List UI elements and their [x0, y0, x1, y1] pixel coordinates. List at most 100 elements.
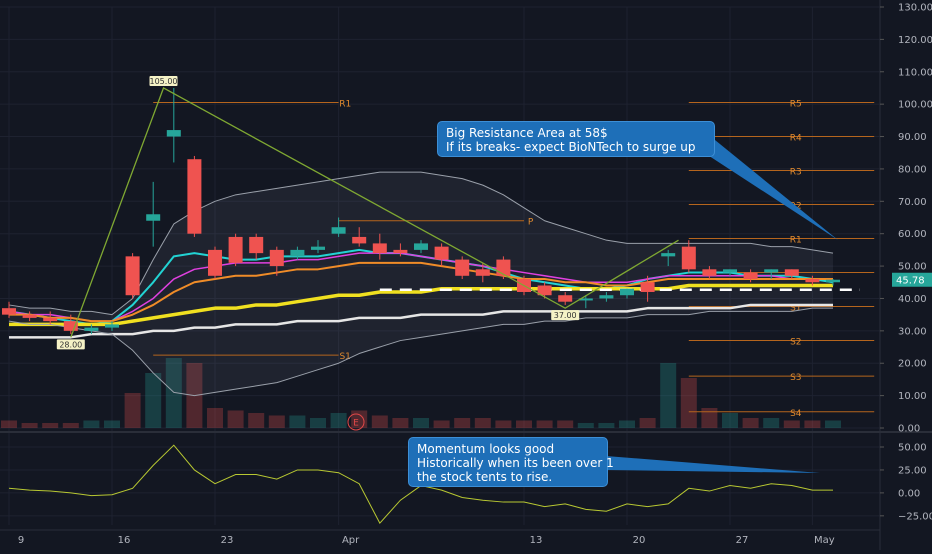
time-axis-label: 13 — [530, 535, 543, 546]
candle-body — [372, 243, 387, 254]
volume-bar — [145, 373, 162, 428]
candle-body — [2, 308, 16, 315]
last-price-badge-text: 45.78 — [896, 276, 925, 287]
volume-bar — [104, 420, 120, 428]
price-axis: 130.00 120.00 110.00 100.00 90.00 80.00 70.00 6… — [880, 3, 932, 435]
volume-bar — [680, 378, 697, 428]
candle-body — [784, 269, 799, 276]
momentum-callout-line-1: Momentum looks good — [417, 442, 555, 456]
volume-bar — [783, 420, 800, 428]
candle-body — [455, 259, 470, 276]
momentum-axis-label: −25.00 — [898, 511, 932, 522]
time-axis-label: Apr — [342, 535, 360, 546]
candle-body — [22, 314, 37, 318]
volume-bar — [433, 420, 450, 428]
candle-body — [578, 298, 593, 301]
pivot-level-label: R5 — [790, 100, 802, 110]
volume-bar — [392, 418, 409, 428]
pivot-level-label: S1 — [339, 352, 350, 362]
candle-body — [496, 259, 511, 276]
pivot-level-label: S1 — [790, 304, 801, 314]
last-price-badge: 45.78 — [892, 272, 932, 287]
candle-body — [352, 236, 367, 244]
time-axis-label: 23 — [221, 535, 234, 546]
zigzag-label: 37.00 — [551, 310, 580, 321]
event-marker-label: E — [353, 419, 359, 429]
candle-body — [805, 279, 820, 283]
momentum-callout-line-2: Historically when its been over 1 — [417, 456, 614, 470]
volume-bar — [268, 415, 285, 428]
volume-bar — [371, 415, 388, 428]
bollinger-band-fill — [9, 172, 833, 396]
candle-body — [311, 246, 325, 250]
resistance-callout-pointer — [700, 140, 838, 240]
price-axis-label: 130.00 — [898, 3, 932, 14]
last-price-badge-bg — [892, 272, 932, 287]
pivot-level-label: R1 — [790, 236, 802, 246]
price-axis-label: 60.00 — [898, 229, 927, 240]
volume-bar — [804, 420, 821, 428]
volume-bar — [21, 423, 38, 428]
indicator-line-bb-upper — [8, 171, 834, 316]
time-axis-label: 27 — [736, 535, 749, 546]
volume-bar — [42, 423, 59, 428]
candle-body — [43, 317, 58, 322]
candle-body — [393, 249, 408, 254]
volume-bar — [454, 418, 471, 428]
candle-body — [63, 321, 78, 331]
candle-body — [826, 279, 840, 283]
volume-bar — [227, 410, 244, 428]
volume-bar — [474, 418, 491, 428]
volume-bar — [557, 420, 574, 428]
price-axis-label: 30.00 — [898, 326, 927, 337]
price-axis-label: 20.00 — [898, 359, 927, 370]
volume-bar — [289, 415, 306, 428]
volume-bar — [701, 408, 718, 428]
volume-bar — [536, 420, 553, 428]
candle-body — [764, 269, 779, 273]
candle-body — [187, 159, 202, 234]
price-axis-label: 50.00 — [898, 262, 927, 273]
pivot-level-label: R4 — [790, 134, 802, 144]
candle-body — [84, 327, 99, 331]
zigzag-label-text: 37.00 — [554, 311, 577, 320]
zigzag-label-box — [149, 75, 178, 86]
candle-body — [414, 243, 428, 250]
volume-bar — [330, 413, 347, 428]
momentum-callout-line-3: the stock tents to rise. — [417, 470, 553, 484]
indicator-line-magenta — [8, 252, 833, 322]
volume-bars — [1, 358, 841, 428]
momentum-axis: 50.00 25.00 0.00 −25.00 — [880, 443, 932, 522]
resistance-callout[interactable]: Big Resistance Area at 58$ If its breaks… — [437, 121, 715, 157]
candle-body — [681, 246, 696, 270]
time-axis-label: 20 — [633, 535, 646, 546]
pivot-level-label: R3 — [790, 168, 802, 178]
price-axis-label: 80.00 — [898, 164, 927, 175]
zigzag-line — [70, 87, 679, 338]
candle-body — [166, 130, 181, 137]
zigzag-label: 28.00 — [56, 339, 85, 350]
volume-bar — [83, 420, 100, 428]
pivot-level-label: S2 — [790, 338, 801, 348]
candle-body — [661, 253, 676, 257]
candle-body — [620, 288, 634, 296]
volume-bar — [413, 418, 429, 428]
zigzag-label-box — [56, 339, 85, 350]
momentum-axis-label: 0.00 — [898, 488, 920, 499]
candle-body — [723, 269, 737, 273]
momentum-callout-pointer — [606, 456, 820, 473]
volume-bar — [619, 420, 635, 428]
zigzag-label-text: 105.00 — [150, 77, 178, 86]
resistance-callout-line-2: If its breaks- expect BioNTech to surge … — [446, 140, 696, 154]
indicator-line-orange — [9, 261, 833, 323]
pivot-level-label: S4 — [790, 409, 802, 419]
indicator-line-bb-lower — [8, 307, 833, 397]
time-axis-label: May — [814, 535, 835, 546]
momentum-callout[interactable]: Momentum looks good Historically when it… — [408, 437, 614, 487]
candle-body — [558, 295, 573, 302]
candle-body — [269, 249, 284, 267]
price-axis-label: 10.00 — [898, 391, 927, 402]
volume-bar — [62, 423, 79, 428]
price-axis-label: 70.00 — [898, 197, 927, 208]
